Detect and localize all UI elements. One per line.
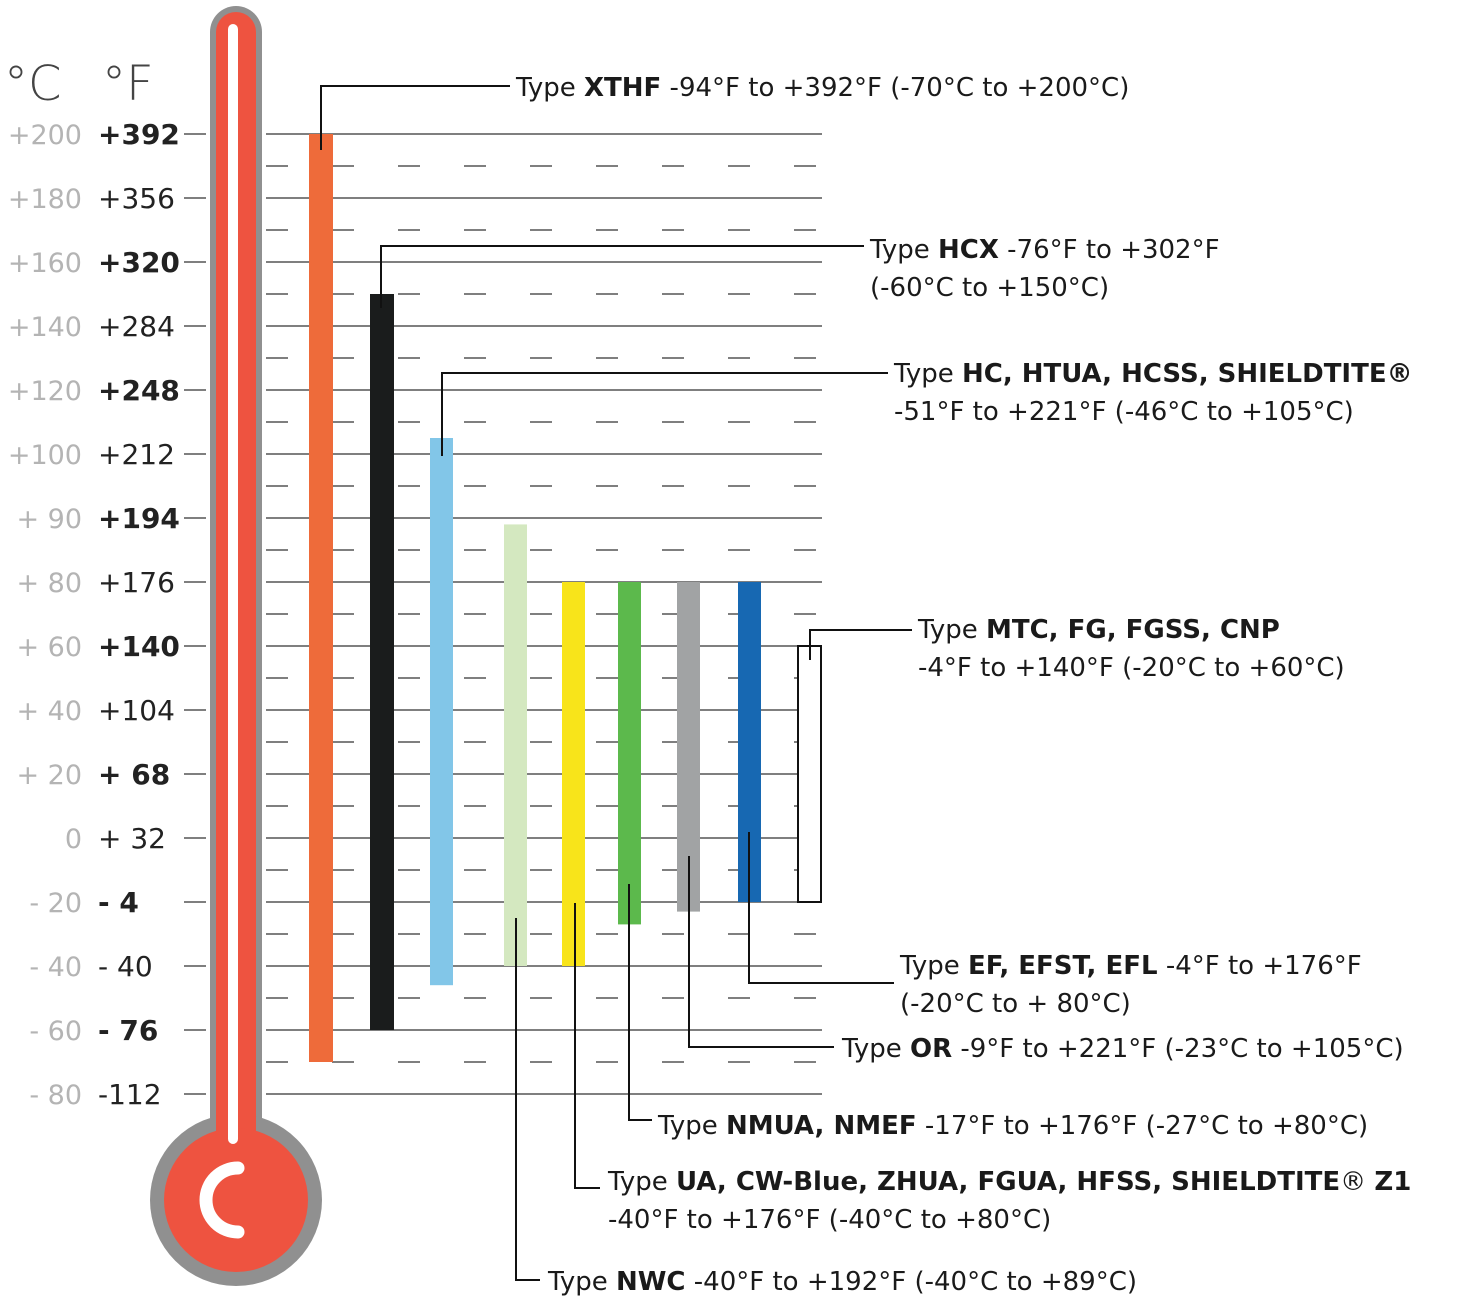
celsius-tick-label: - 20 [29, 888, 82, 919]
label-leader-lines [320, 85, 912, 1281]
celsius-tick-label: - 60 [29, 1016, 82, 1047]
range-label-4-line-1: Type NWC -40°F to +192°F (-40°C to +89°C… [547, 1267, 1137, 1297]
fahrenheit-tick-label: +194 [98, 502, 180, 535]
range-label-9-line-2: -4°F to +140°F (-20°C to +60°C) [918, 653, 1345, 683]
celsius-tick-label: +180 [8, 184, 82, 215]
range-label-9-line-1: Type MTC, FG, FGSS, CNP [917, 615, 1280, 645]
celsius-tick-label: +100 [8, 440, 82, 471]
celsius-tick-label: + 20 [16, 760, 82, 791]
fahrenheit-unit-label: °F [102, 56, 154, 112]
celsius-tick-label: +160 [8, 248, 82, 279]
thermometer [150, 6, 322, 1286]
range-label-2-line-2: (-60°C to +150°C) [870, 273, 1109, 303]
thermometer-bulb-highlight [199, 1161, 245, 1239]
range-label-6-line-1: Type NMUA, NMEF -17°F to +176°F (-27°C t… [657, 1111, 1368, 1141]
fahrenheit-tick-label: +320 [98, 246, 180, 279]
fahrenheit-tick-label: +356 [98, 182, 175, 215]
range-bar-5 [562, 582, 585, 966]
range-bar-2 [370, 294, 394, 1030]
range-label-3-line-2: -51°F to +221°F (-46°C to +105°C) [894, 397, 1354, 427]
range-labels: Type XTHF -94°F to +392°F (-70°C to +200… [515, 73, 1413, 1297]
fahrenheit-tick-label: +284 [98, 310, 175, 343]
leader-line-5 [574, 903, 600, 1189]
fahrenheit-tick-label: + 32 [98, 822, 166, 855]
celsius-tick-label: + 40 [16, 696, 82, 727]
fahrenheit-tick-label: -112 [98, 1078, 162, 1111]
fahrenheit-tick-label: +392 [98, 118, 180, 151]
range-label-5-line-1: Type UA, CW-Blue, ZHUA, FGUA, HFSS, SHIE… [607, 1167, 1411, 1197]
celsius-tick-label: + 90 [16, 504, 82, 535]
fahrenheit-tick-label: +212 [98, 438, 175, 471]
leader-line-7 [688, 856, 834, 1048]
celsius-tick-label: + 80 [16, 568, 82, 599]
range-bar-6 [618, 582, 641, 925]
fahrenheit-tick-label: +140 [98, 630, 180, 663]
celsius-tick-label: +120 [8, 376, 82, 407]
thermometer-highlight [228, 24, 238, 1144]
celsius-unit-label: °C [4, 56, 62, 112]
grid-lines [184, 133, 822, 1095]
fahrenheit-tick-label: +104 [98, 694, 175, 727]
leader-line-3 [441, 372, 888, 456]
range-bar-4 [504, 524, 527, 966]
leader-line-9 [809, 629, 912, 660]
range-label-8-line-1: Type EF, EFST, EFL -4°F to +176°F [899, 951, 1362, 981]
leader-line-8 [748, 832, 894, 984]
celsius-tick-label: 0 [65, 824, 82, 855]
range-bars [309, 134, 822, 1062]
range-bar-1 [309, 134, 333, 1062]
fahrenheit-tick-label: + 68 [98, 758, 170, 791]
axis-tick-labels: +200 +392 +180 +356 +160 +320 +140 +284 +120 +248… [8, 118, 180, 1111]
fahrenheit-tick-label: +176 [98, 566, 175, 599]
thermometer-bulb [164, 1128, 308, 1272]
celsius-tick-label: - 80 [29, 1080, 82, 1111]
range-label-8-line-2: (-20°C to + 80°C) [900, 989, 1131, 1019]
range-label-7-line-1: Type OR -9°F to +221°F (-23°C to +105°C) [841, 1034, 1404, 1064]
range-bar-8 [738, 582, 761, 902]
leader-line-2 [380, 245, 864, 308]
leader-line-6 [628, 884, 652, 1121]
fahrenheit-tick-label: - 40 [98, 950, 153, 983]
celsius-tick-label: +140 [8, 312, 82, 343]
celsius-tick-label: + 60 [16, 632, 82, 663]
range-bar-9 [797, 645, 822, 903]
range-label-3-line-1: Type HC, HTUA, HCSS, SHIELDTITE® [893, 359, 1413, 389]
range-bar-3 [430, 438, 453, 986]
range-label-1-line-1: Type XTHF -94°F to +392°F (-70°C to +200… [515, 73, 1129, 103]
range-label-5-line-2: -40°F to +176°F (-40°C to +80°C) [608, 1205, 1051, 1235]
leader-line-1 [320, 85, 510, 150]
celsius-tick-label: - 40 [29, 952, 82, 983]
fahrenheit-tick-label: - 76 [98, 1014, 158, 1047]
fahrenheit-tick-label: - 4 [98, 886, 139, 919]
celsius-tick-label: +200 [8, 120, 82, 151]
leader-line-4 [515, 918, 540, 1281]
fahrenheit-tick-label: +248 [98, 374, 180, 407]
range-bar-7 [677, 582, 700, 912]
range-label-2-line-1: Type HCX -76°F to +302°F [869, 235, 1220, 265]
